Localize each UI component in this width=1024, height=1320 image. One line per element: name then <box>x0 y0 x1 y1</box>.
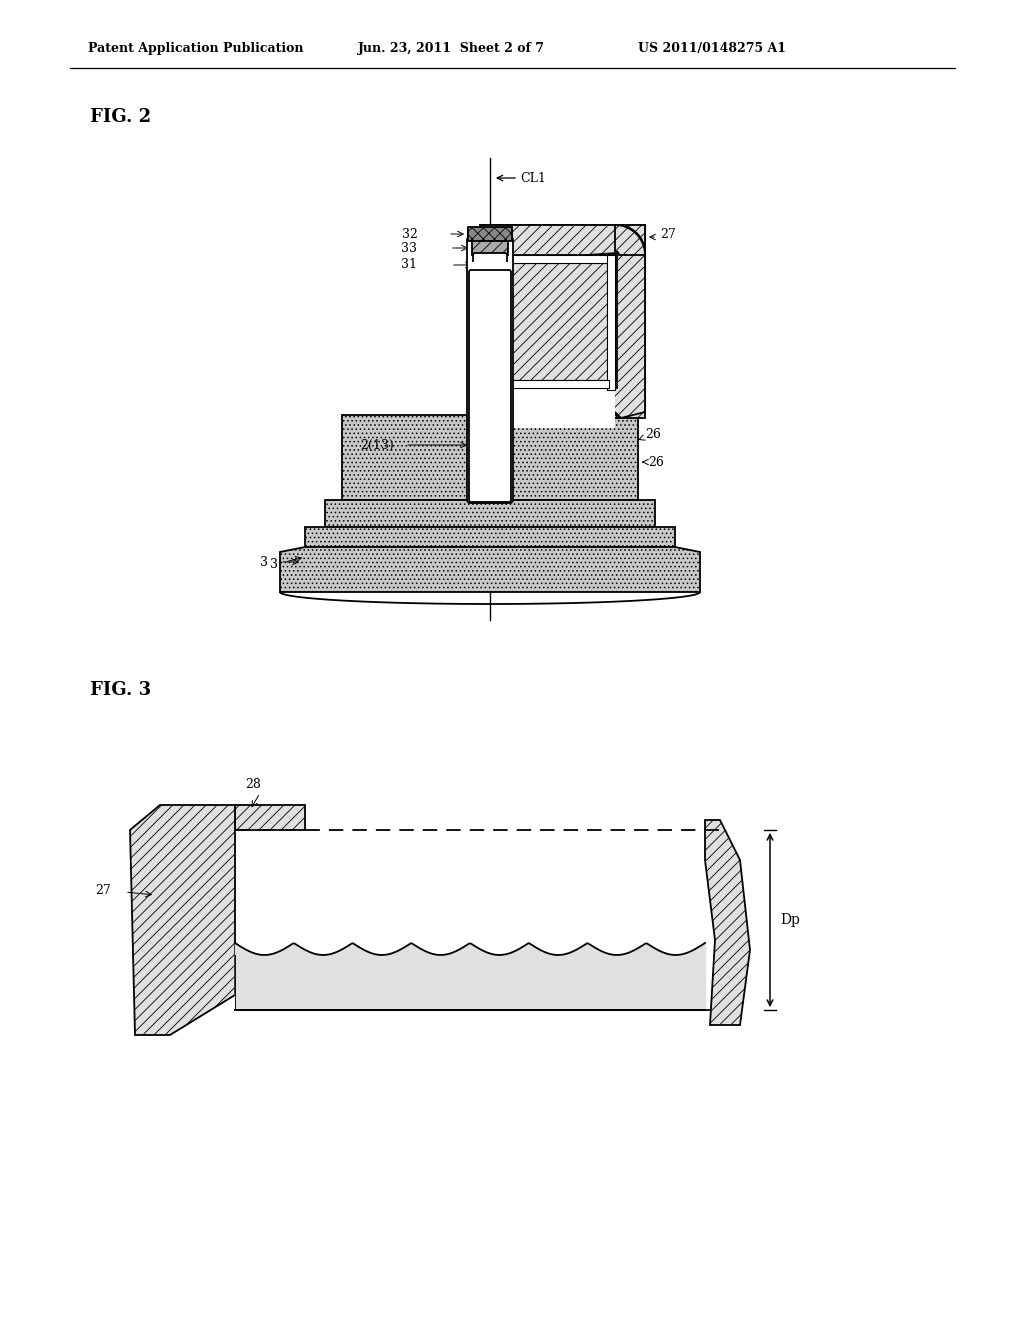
Bar <box>482 255 609 263</box>
FancyBboxPatch shape <box>469 271 511 502</box>
Text: FIG. 3: FIG. 3 <box>90 681 152 700</box>
Bar <box>305 527 675 546</box>
Bar <box>470 261 510 381</box>
Text: US 2011/0148275 A1: US 2011/0148275 A1 <box>638 42 786 55</box>
Bar <box>234 805 305 830</box>
Bar <box>480 255 615 418</box>
Bar <box>480 224 645 255</box>
Text: 29: 29 <box>620 314 636 327</box>
Polygon shape <box>705 820 750 1026</box>
Bar <box>490 263 607 380</box>
Polygon shape <box>480 224 645 418</box>
Text: Jun. 23, 2011  Sheet 2 of 7: Jun. 23, 2011 Sheet 2 of 7 <box>358 42 545 55</box>
Text: 28: 28 <box>245 779 261 792</box>
Bar <box>468 227 512 242</box>
Text: FIG. 2: FIG. 2 <box>90 108 152 125</box>
Text: CL1: CL1 <box>520 172 546 185</box>
Text: 27: 27 <box>660 228 676 242</box>
Text: 28: 28 <box>630 330 646 342</box>
Text: 26: 26 <box>648 455 664 469</box>
Bar <box>469 263 511 380</box>
Polygon shape <box>280 546 700 591</box>
Text: 29: 29 <box>450 978 465 991</box>
Text: 32: 32 <box>402 227 418 240</box>
Polygon shape <box>130 805 234 1035</box>
Text: 26: 26 <box>645 429 660 441</box>
Bar <box>342 414 638 500</box>
FancyBboxPatch shape <box>473 253 507 277</box>
Text: Dp: Dp <box>780 913 800 927</box>
Polygon shape <box>615 224 645 255</box>
Text: Patent Application Publication: Patent Application Publication <box>88 42 303 55</box>
Text: 31: 31 <box>401 259 417 272</box>
Bar <box>472 242 508 255</box>
Text: 3: 3 <box>260 556 268 569</box>
Bar <box>615 224 645 418</box>
Bar <box>482 275 498 500</box>
FancyBboxPatch shape <box>468 228 512 498</box>
Text: 33: 33 <box>401 242 417 255</box>
Bar <box>325 500 655 527</box>
Bar <box>480 418 615 428</box>
Text: 2(13): 2(13) <box>360 438 394 451</box>
Bar <box>485 388 615 418</box>
Text: 3: 3 <box>270 558 278 572</box>
Polygon shape <box>234 942 705 1010</box>
Bar <box>482 380 609 388</box>
Text: 27: 27 <box>95 883 111 896</box>
FancyBboxPatch shape <box>467 238 513 503</box>
Bar <box>607 255 615 389</box>
